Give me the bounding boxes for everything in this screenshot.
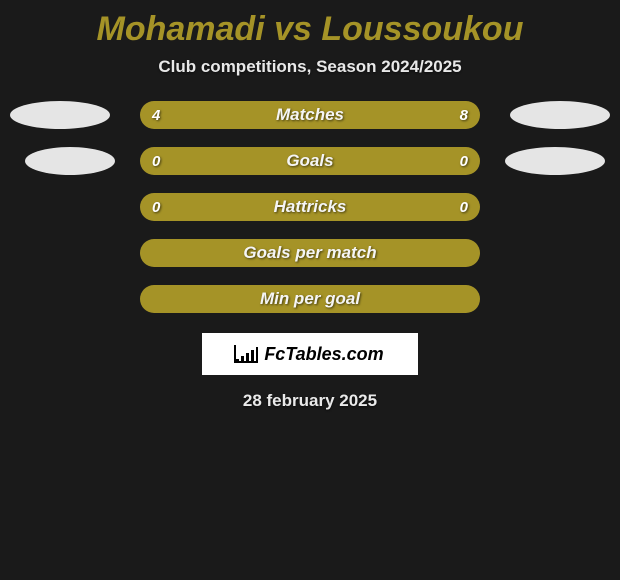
team-logo-left — [10, 101, 110, 129]
fctables-badge: FcTables.com — [202, 333, 418, 375]
stat-row: Min per goal — [0, 285, 620, 313]
team-logo-right — [505, 147, 605, 175]
stat-rows-container: 4 Matches 8 0 Goals 0 0 Hattricks 0 Goals per mat… — [0, 101, 620, 313]
stat-row: 0 Hattricks 0 — [0, 193, 620, 221]
stat-value-left: 4 — [152, 107, 160, 124]
page-title: Mohamadi vs Loussoukou — [0, 0, 620, 49]
stat-row: 0 Goals 0 — [0, 147, 620, 175]
stat-label: Hattricks — [274, 197, 347, 217]
stat-row: 4 Matches 8 — [0, 101, 620, 129]
stat-label: Matches — [276, 105, 344, 125]
stat-bar: Min per goal — [140, 285, 480, 313]
footer-date: 28 february 2025 — [0, 391, 620, 411]
chart-icon — [236, 345, 258, 363]
stat-value-right: 0 — [460, 199, 468, 216]
stat-value-left: 0 — [152, 153, 160, 170]
subtitle: Club competitions, Season 2024/2025 — [0, 57, 620, 77]
stat-bar: 0 Goals 0 — [140, 147, 480, 175]
stat-bar: 0 Hattricks 0 — [140, 193, 480, 221]
stat-value-left: 0 — [152, 199, 160, 216]
stat-bar: Goals per match — [140, 239, 480, 267]
stat-label: Min per goal — [260, 289, 360, 309]
team-logo-left — [25, 147, 115, 175]
stat-label: Goals — [286, 151, 333, 171]
stat-row: Goals per match — [0, 239, 620, 267]
stat-label: Goals per match — [243, 243, 376, 263]
stat-value-right: 8 — [460, 107, 468, 124]
badge-text: FcTables.com — [264, 344, 383, 365]
stat-value-right: 0 — [460, 153, 468, 170]
team-logo-right — [510, 101, 610, 129]
stat-bar: 4 Matches 8 — [140, 101, 480, 129]
